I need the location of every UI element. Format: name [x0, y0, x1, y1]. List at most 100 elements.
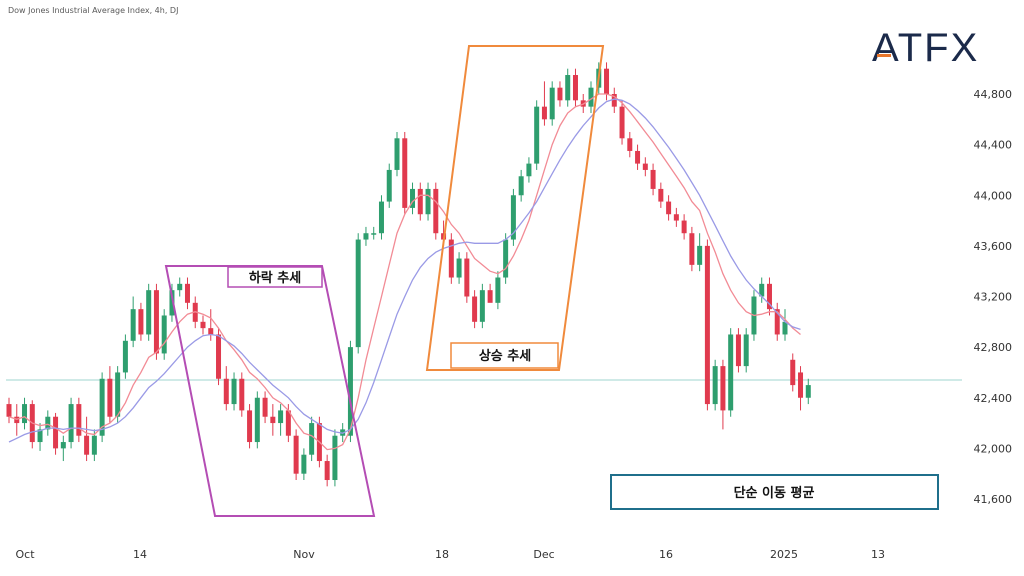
x-tick-label: Dec [533, 548, 554, 561]
candle-body [45, 416, 51, 430]
candle-body [394, 138, 400, 170]
candle-body [76, 404, 82, 436]
candle-body [285, 410, 291, 436]
y-tick-label: 44,800 [974, 88, 1013, 101]
candle-body [518, 176, 524, 196]
candle-body [208, 328, 214, 335]
y-tick-label: 42,000 [974, 442, 1013, 455]
candle-body [472, 296, 478, 322]
candle-body [487, 290, 493, 303]
candle-body [635, 150, 641, 164]
candle-body [526, 163, 532, 177]
candle-body [479, 290, 485, 322]
candle-body [495, 277, 501, 303]
candle-body [107, 378, 113, 417]
candle-body [91, 435, 97, 455]
candle-body [774, 309, 780, 335]
candle-body [425, 188, 431, 215]
candle-body [239, 378, 245, 411]
candle-body [200, 321, 206, 329]
candle-body [324, 461, 330, 481]
x-axis: Oct 14 Nov 18 Dec 16 2025 13 [15, 548, 885, 561]
candle-body [790, 359, 796, 386]
candle-body [216, 334, 222, 379]
candle-body [247, 410, 253, 443]
candle-body [68, 404, 74, 443]
candle-body [464, 258, 470, 297]
candle-body [766, 283, 772, 310]
candle-body [448, 239, 454, 278]
candle-body [712, 366, 718, 405]
candle-body [184, 283, 190, 303]
candle-body [681, 220, 687, 234]
candle-body [146, 290, 152, 335]
candle-body [410, 188, 416, 208]
ma-slow-line [8, 98, 801, 443]
candle-body [666, 201, 672, 215]
candle-body [363, 233, 369, 240]
sma-label: 단순 이동 평균 [734, 485, 815, 501]
candle-body [278, 410, 284, 424]
candle-body [604, 68, 610, 94]
y-tick-label: 43,200 [974, 291, 1013, 304]
candle-body [293, 435, 299, 474]
candle-body [122, 340, 128, 373]
candle-body [386, 169, 392, 202]
candle-body [456, 258, 462, 278]
candle-body [270, 416, 276, 424]
candle-body [130, 309, 136, 341]
candle-body [720, 366, 726, 411]
candle-body [673, 214, 679, 221]
candle-body [99, 378, 105, 436]
y-axis: 44,800 44,400 44,000 43,600 43,200 42,800 42,4… [974, 88, 1013, 506]
candle-body [84, 435, 90, 455]
moving-averages-layer [8, 93, 801, 451]
logo-accent-bar [877, 54, 891, 57]
candle-body [534, 106, 540, 164]
y-tick-label: 42,400 [974, 392, 1013, 405]
candle-body [735, 334, 741, 367]
candle-body [611, 94, 617, 107]
y-tick-label: 43,600 [974, 240, 1013, 253]
downtrend-box [164, 265, 376, 517]
candle-body [572, 75, 578, 101]
candle-body [262, 397, 268, 417]
candle-body [371, 233, 377, 235]
candle-body [138, 309, 144, 335]
y-tick-label: 42,800 [974, 341, 1013, 354]
candle-body [782, 321, 788, 335]
candle-body [697, 245, 703, 265]
candle-body [759, 283, 765, 297]
candle-body [743, 334, 749, 367]
x-tick-label: Oct [15, 548, 35, 561]
candle-body [37, 429, 43, 443]
candle-body [588, 87, 594, 107]
x-tick-label: Nov [293, 548, 315, 561]
candle-body [798, 372, 804, 398]
candle-body [503, 239, 509, 278]
ma-fast-line [8, 93, 801, 451]
x-tick-label: 2025 [770, 548, 798, 561]
candle-body [417, 188, 423, 215]
x-tick-label: 14 [133, 548, 147, 561]
candle-body [115, 372, 121, 417]
candle-body [541, 106, 547, 120]
candle-body [565, 75, 571, 101]
candle-body [161, 315, 167, 354]
annotation-boxes-layer: 하락 추세 상승 추세 단순 이동 평균 [164, 45, 939, 517]
candle-body [689, 233, 695, 265]
candle-body [177, 283, 183, 291]
sma-label-box [610, 474, 939, 510]
y-tick-label: 44,000 [974, 189, 1013, 202]
downtrend-label-box [227, 266, 323, 288]
uptrend-box [425, 45, 605, 371]
chart-title: Dow Jones Industrial Average Index, 4h, … [8, 6, 179, 15]
candle-body [627, 138, 633, 151]
candle-body [347, 347, 353, 436]
candle-body [254, 397, 260, 443]
candle-body [60, 442, 66, 449]
y-tick-label: 44,400 [974, 139, 1013, 152]
candle-body [805, 385, 811, 398]
candle-body [332, 435, 338, 481]
